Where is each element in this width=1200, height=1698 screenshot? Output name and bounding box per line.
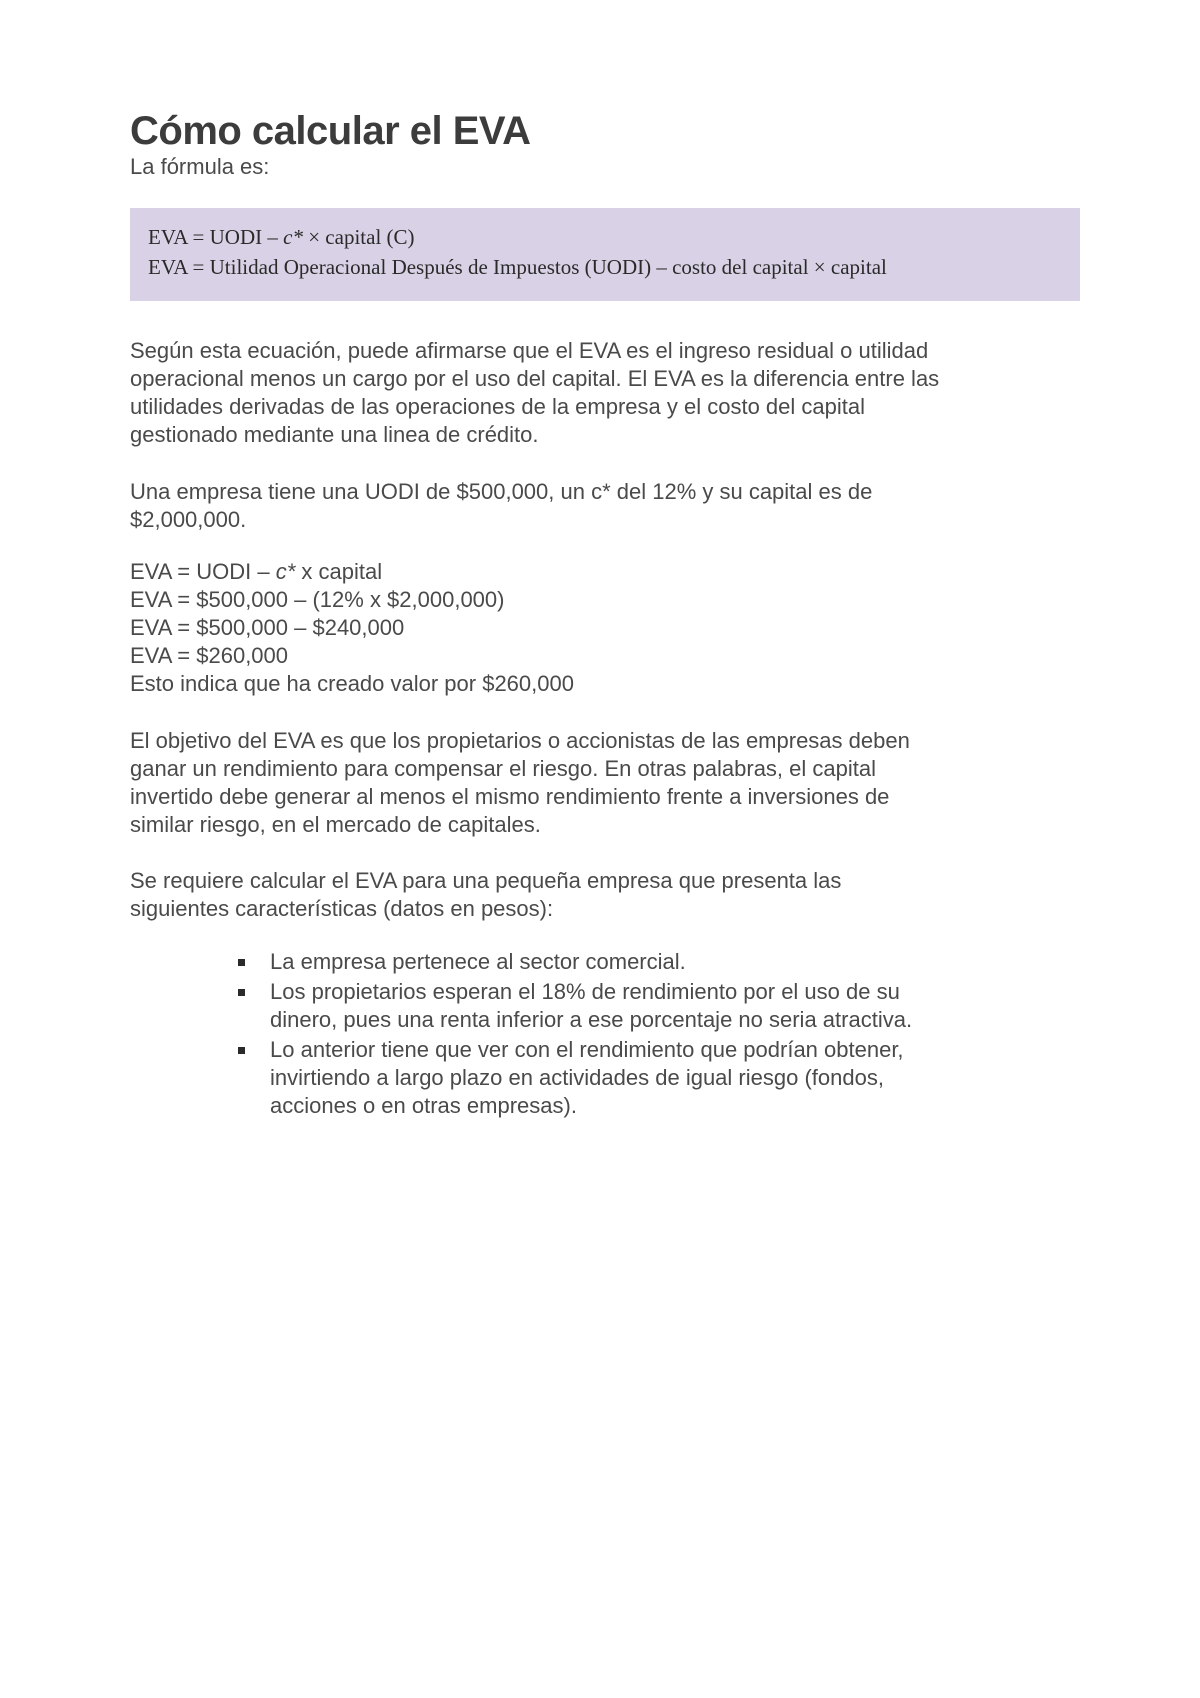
calc-text: EVA = UODI – xyxy=(130,559,276,584)
calculation-block: EVA = UODI – c* x capital EVA = $500,000… xyxy=(130,558,1080,699)
calc-line-2: EVA = $500,000 – (12% x $2,000,000) xyxy=(130,586,1080,614)
paragraph-example-setup: Una empresa tiene una UODI de $500,000, … xyxy=(130,478,940,534)
formula-lhs: EVA = xyxy=(148,255,210,279)
subtitle: La fórmula es: xyxy=(130,154,1080,180)
formula-lhs: EVA = xyxy=(148,225,210,249)
formula-line-2: EVA = Utilidad Operacional Después de Im… xyxy=(148,252,1062,282)
formula-rhs: UODI – xyxy=(210,225,284,249)
calc-line-3: EVA = $500,000 – $240,000 xyxy=(130,614,1080,642)
formula-rhs: Utilidad Operacional Después de Impuesto… xyxy=(210,255,887,279)
formula-line-1: EVA = UODI – c* × capital (C) xyxy=(148,222,1062,252)
formula-rhs-tail: × capital (C) xyxy=(303,225,415,249)
formula-c-star: c* xyxy=(283,225,303,249)
list-item: Los propietarios esperan el 18% de rendi… xyxy=(238,978,940,1034)
calc-c-star: c* xyxy=(276,559,296,584)
calc-line-1: EVA = UODI – c* x capital xyxy=(130,558,1080,586)
calc-line-5: Esto indica que ha creado valor por $260… xyxy=(130,670,1080,698)
paragraph-definition: Según esta ecuación, puede afirmarse que… xyxy=(130,337,940,450)
list-item: La empresa pertenece al sector comercial… xyxy=(238,948,940,976)
formula-box: EVA = UODI – c* × capital (C) EVA = Util… xyxy=(130,208,1080,301)
page-title: Cómo calcular el EVA xyxy=(130,110,1080,152)
calc-line-4: EVA = $260,000 xyxy=(130,642,1080,670)
paragraph-task: Se requiere calcular el EVA para una peq… xyxy=(130,867,940,923)
paragraph-objective: El objetivo del EVA es que los propietar… xyxy=(130,727,940,840)
characteristics-list: La empresa pertenece al sector comercial… xyxy=(130,948,940,1121)
list-item: Lo anterior tiene que ver con el rendimi… xyxy=(238,1036,940,1120)
calc-text: x capital xyxy=(295,559,382,584)
